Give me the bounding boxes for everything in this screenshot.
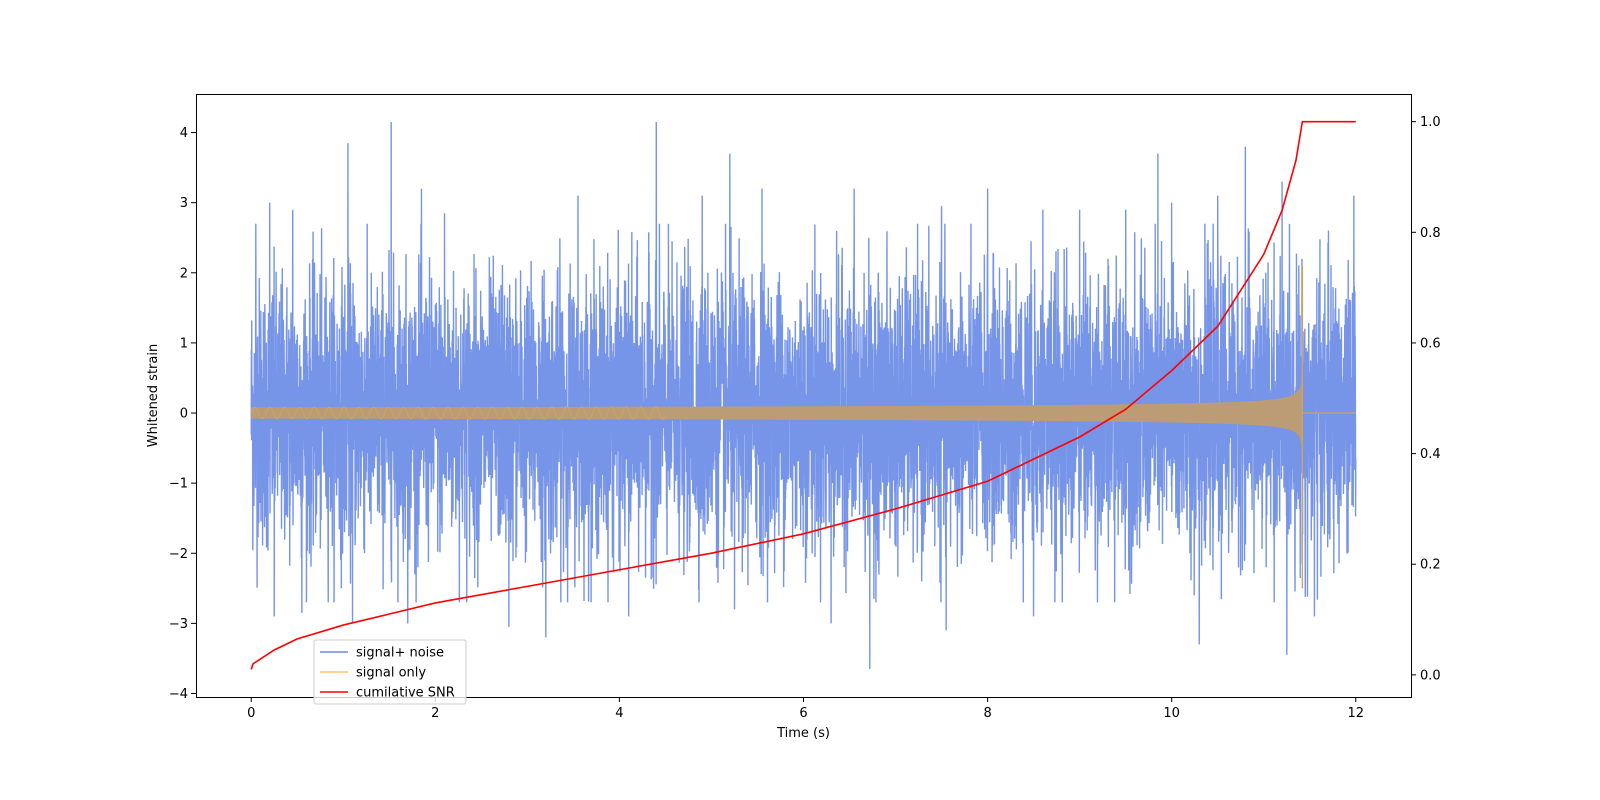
x-axis-label: Time (s) [776, 726, 830, 741]
x-tick-label: 12 [1347, 706, 1364, 721]
y-tick-label: −1 [169, 477, 188, 492]
y-tick-label: 1 [180, 336, 188, 351]
signal-noise-line [250, 122, 1357, 669]
series-signal-noise [250, 122, 1357, 669]
y2-tick-label: 0.4 [1420, 447, 1441, 462]
y-tick-label: −2 [169, 547, 188, 562]
y2-tick-label: 0.2 [1420, 558, 1441, 573]
signal-only-oscillation [250, 406, 666, 420]
legend: signal+ noise signal only cumilative SNR [313, 639, 467, 705]
x-tick-label: 2 [431, 706, 439, 721]
y-axis-label: Whitened strain [146, 344, 161, 447]
legend-label-cumulative-snr: cumilative SNR [356, 686, 455, 701]
series-cumulative-snr [250, 120, 1356, 670]
y-tick-label: 2 [180, 266, 188, 281]
y2-tick-label: 0.8 [1420, 226, 1441, 241]
y2-tick-label: 0.6 [1420, 336, 1441, 351]
x-tick-label: 4 [615, 706, 623, 721]
y-tick-label: 0 [180, 407, 188, 422]
legend-box [313, 639, 467, 705]
y-axis-right: 0.0 0.2 0.4 0.6 0.8 1.0 [1411, 115, 1441, 683]
y-tick-label: 3 [180, 196, 188, 211]
cumulative-snr-line [250, 120, 1356, 670]
legend-label-signal-noise: signal+ noise [356, 646, 444, 661]
y-tick-label: −3 [169, 617, 188, 632]
x-axis: 0 2 4 6 8 10 12 [247, 697, 1364, 721]
y-tick-label: 4 [180, 126, 188, 141]
signal-only-envelope [251, 351, 1303, 475]
y-tick-label: −4 [169, 687, 188, 702]
y2-tick-label: 0.0 [1420, 668, 1441, 683]
series-signal-only [250, 265, 1356, 589]
y-axis-left: −4 −3 −2 −1 0 1 2 3 4 [169, 126, 196, 702]
legend-label-signal-only: signal only [356, 666, 426, 681]
x-tick-label: 8 [983, 706, 991, 721]
x-tick-label: 6 [799, 706, 807, 721]
x-tick-label: 0 [247, 706, 255, 721]
y2-tick-label: 1.0 [1420, 115, 1441, 130]
x-tick-label: 10 [1163, 706, 1180, 721]
